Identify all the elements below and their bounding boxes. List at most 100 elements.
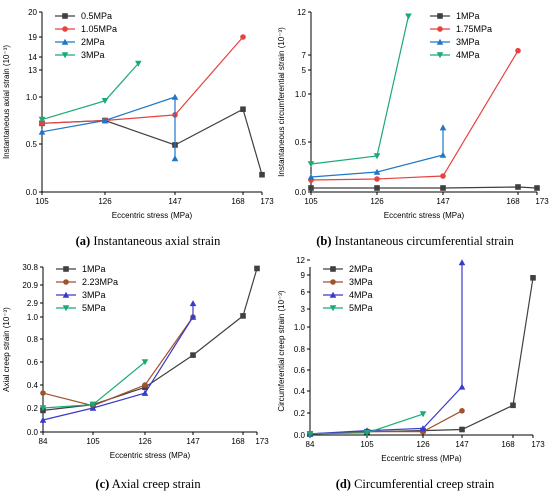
data-point [259,171,265,178]
data-point [440,173,446,179]
x-tick-label: 173 [535,197,549,206]
data-point [439,151,447,158]
legend-label: 4MPa [456,50,480,60]
data-point [171,155,179,162]
data-point [142,382,148,388]
y-axis-label: Axial creep strain (10⁻³) [2,307,11,392]
y-tick-label: 0.6 [27,358,39,367]
series-line-4MPa [309,262,463,435]
legend-marker [436,52,444,59]
x-tick-label: 105 [360,440,374,449]
x-tick-label: 105 [35,197,49,206]
y-tick-label: 0.0 [294,431,306,440]
data-point [306,431,314,438]
data-point [141,359,149,366]
legend-label: 2MPa [81,37,105,47]
chart-svg-a: 105 126 147 168 173 0.0 0.5 1.0 13 14 19 20 Eccentri… [2,8,274,220]
x-tick-label: 168 [506,197,520,206]
x-tick-label: 168 [231,437,245,446]
y-tick-label: 1.0 [26,93,38,102]
caption-b: (b) Instantaneous circumferential strain [284,234,546,249]
data-point [307,161,315,168]
x-tick-label: 147 [455,440,469,449]
y-tick-label: 0.8 [27,335,39,344]
y-tick-label: 3 [301,305,306,314]
x-axis-label: Eccentric stress (MPa) [110,451,191,460]
caption-text-c: Axial creep strain [111,477,201,491]
data-point [38,116,46,123]
y-tick-label: 5 [302,66,307,75]
data-point [240,313,246,319]
series-line-2MPa [309,277,534,435]
legend-marker [62,26,68,32]
series-line-1MPa [311,186,538,189]
chart-panel-c: 84 105 126 147 168 173 0.0 0.2 0.4 0.6 0.8 1.0 2.9 20… [0,252,275,474]
y-tick-label: 0.5 [26,140,38,149]
data-point [39,416,47,423]
data-point [405,13,412,20]
x-tick-label: 147 [168,197,182,206]
y-tick-label: 20 [28,8,37,17]
data-point [189,300,197,307]
data-point [38,128,46,135]
legend-marker [62,305,70,312]
data-point [440,185,446,191]
y-tick-label: 12 [296,256,305,265]
y-axis-label: Instantaneous circumferential strain (10… [277,27,286,177]
y-tick-label: 2.9 [27,299,39,308]
series-line-3MPa [41,63,139,121]
caption-text-d: Circumferential creep strain [354,477,495,491]
legend-marker [437,13,443,19]
data-point [459,408,465,414]
x-tick-label: 168 [231,197,245,206]
legend-label: 3MPa [456,37,480,47]
chart-svg-c: 84 105 126 147 168 173 0.0 0.2 0.4 0.6 0.8 1.0 2.9 20… [2,263,269,460]
series-line-3MPa [310,127,444,178]
y-tick-label: 1.0 [295,90,307,99]
data-point [515,47,521,54]
caption-a: (a) Instantaneous axial strain [28,234,268,249]
legend-marker [437,26,443,32]
chart-panel-b: 105 126 147 168 173 0.0 0.5 1.0 5 7 12 Eccentric st… [275,0,550,230]
legend-label: 2.23MPa [82,277,118,287]
y-tick-label: 19 [28,33,37,42]
y-tick-label: 0.2 [27,404,39,413]
data-point [458,383,466,390]
data-point [530,275,536,281]
data-point [374,185,380,191]
legend-marker [63,279,69,285]
legend-label: 3MPa [349,277,373,287]
data-point [171,93,179,100]
caption-text-a: Instantaneous axial strain [93,234,221,248]
data-point [439,124,447,131]
series-line-0.5MPa [41,108,263,175]
legend-marker [62,13,68,19]
legend-label: 0.5MPa [81,11,112,21]
data-point [190,352,196,358]
y-axis-label: Circumferential creep strain (10⁻³) [277,290,286,411]
caption-letter-a: (a) [75,234,91,248]
data-point [101,117,109,124]
legend-label: 1MPa [456,11,480,21]
y-tick-label: 0.5 [295,138,307,147]
data-point [374,176,380,182]
data-point [373,168,381,175]
x-axis-label: Eccentric stress (MPa) [381,454,462,463]
x-axis-label: Eccentric stress (MPa) [384,211,465,220]
legend-marker [330,279,336,285]
chart-panel-d: 84 105 126 147 168 173 0.0 0.2 0.4 0.6 0.8 1.0 3 6 9 12… [275,252,550,474]
y-tick-label: 14 [28,53,37,62]
data-point [515,184,521,190]
caption-letter-b: (b) [316,234,332,248]
series-line-2.23MPa [42,316,194,407]
x-tick-label: 105 [86,437,100,446]
x-axis-label: Eccentric stress (MPa) [112,211,193,220]
data-point [254,265,260,272]
data-point [534,185,540,191]
x-tick-label: 105 [304,197,318,206]
data-point [189,313,197,320]
data-point [459,426,465,433]
series-line-1.05MPa [41,36,244,124]
caption-letter-d: (d) [335,477,351,491]
legend-marker [61,38,69,45]
